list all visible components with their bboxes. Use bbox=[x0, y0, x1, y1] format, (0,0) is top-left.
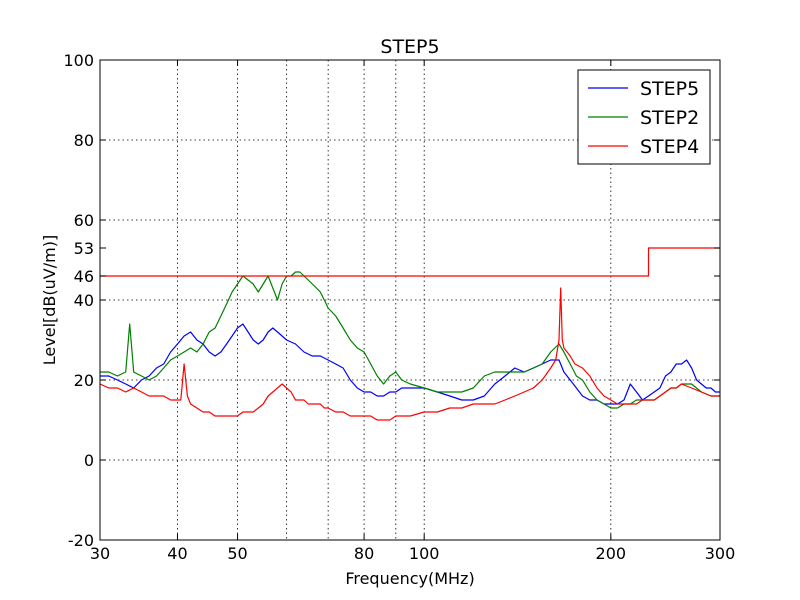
y-tick-label: 80 bbox=[74, 131, 94, 150]
x-tick-label: 50 bbox=[227, 544, 247, 563]
y-tick-label: 46 bbox=[74, 267, 94, 286]
series-line-step2 bbox=[100, 271, 720, 409]
chart-title: STEP5 bbox=[380, 36, 439, 58]
y-tick-label: -20 bbox=[68, 531, 94, 550]
y-tick-label: 60 bbox=[74, 211, 94, 230]
legend-label-step4: STEP4 bbox=[640, 136, 699, 158]
y-tick-label: 40 bbox=[74, 291, 94, 310]
y-tick-label: 53 bbox=[74, 239, 94, 258]
limit-line bbox=[100, 247, 720, 277]
y-tick-label: 100 bbox=[63, 51, 94, 70]
series-line-step5 bbox=[100, 323, 720, 405]
legend: STEP5 STEP2 STEP4 bbox=[577, 69, 711, 165]
y-axis-title: Level[dB(uV/m)] bbox=[40, 235, 59, 365]
x-tick-label: 100 bbox=[409, 544, 440, 563]
legend-label-step2: STEP2 bbox=[640, 107, 699, 129]
tick-layer: 30 40 50 80 100 200 300 -20 0 20 40 46 53 60 80 100 bbox=[63, 51, 735, 563]
grid-layer bbox=[100, 60, 720, 540]
legend-label-step5: STEP5 bbox=[640, 78, 699, 100]
x-tick-label: 80 bbox=[354, 544, 374, 563]
series-line-step4 bbox=[99, 287, 720, 421]
x-tick-label: 300 bbox=[705, 544, 736, 563]
x-axis-title: Frequency(MHz) bbox=[345, 569, 474, 588]
series-layer bbox=[99, 247, 720, 421]
x-tick-label: 40 bbox=[167, 544, 187, 563]
y-tick-label: 0 bbox=[84, 451, 94, 470]
x-tick-label: 30 bbox=[90, 544, 110, 563]
x-tick-label: 200 bbox=[596, 544, 627, 563]
y-tick-label: 20 bbox=[74, 371, 94, 390]
